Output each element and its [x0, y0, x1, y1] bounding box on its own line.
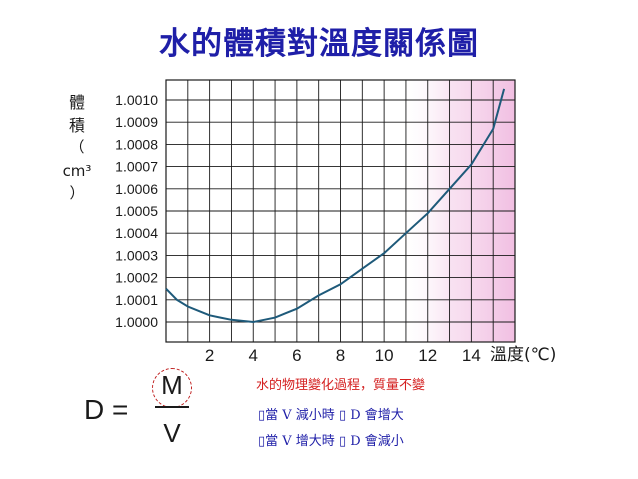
y-axis-label-part: 體: [69, 93, 85, 112]
y-tick-label: 1.0001: [115, 292, 158, 308]
y-axis-label-part: （: [69, 138, 84, 156]
formula-density-symbol: D: [84, 394, 105, 425]
y-axis-label-part: 積: [69, 116, 85, 135]
y-tick-label: 1.0004: [115, 225, 158, 241]
formula-fraction-bar: [155, 406, 189, 408]
y-axis-label-part: ）: [69, 184, 84, 202]
note-volume-decrease: ▯當 V 減小時 ▯ D 會增大: [258, 408, 404, 423]
y-tick-label: 1.0002: [115, 270, 158, 286]
y-tick-label: 1.0003: [115, 247, 158, 263]
x-tick-label: 10: [375, 346, 394, 365]
chart-title: 水的體積對溫度關係圖: [159, 26, 479, 62]
y-tick-label: 1.0005: [115, 203, 158, 219]
x-tick-label: 8: [336, 346, 345, 365]
formula-mass-symbol: M: [161, 370, 183, 400]
x-axis-label: 溫度(℃): [490, 345, 556, 365]
x-tick-label: 2: [205, 346, 214, 365]
x-tick-label: 14: [462, 346, 481, 365]
x-tick-label: 4: [249, 346, 258, 365]
y-tick-label: 1.0006: [115, 181, 158, 197]
y-tick-label: 1.0000: [115, 314, 158, 330]
formula-volume-symbol: V: [163, 418, 181, 448]
y-tick-label: 1.0009: [115, 114, 158, 130]
volume-curve: [165, 88, 506, 324]
formula-equals-sign: =: [112, 394, 129, 425]
x-tick-label: 12: [418, 346, 437, 365]
note-volume-increase: ▯當 V 增大時 ▯ D 會減小: [258, 434, 404, 449]
y-tick-label: 1.0010: [115, 92, 158, 108]
y-tick-label: 1.0007: [115, 159, 158, 175]
x-tick-label: 6: [292, 346, 301, 365]
note-mass-constant: 水的物理變化過程，質量不變: [256, 378, 426, 393]
y-tick-label: 1.0008: [115, 136, 158, 152]
y-axis-label-part: cm³: [63, 162, 92, 180]
